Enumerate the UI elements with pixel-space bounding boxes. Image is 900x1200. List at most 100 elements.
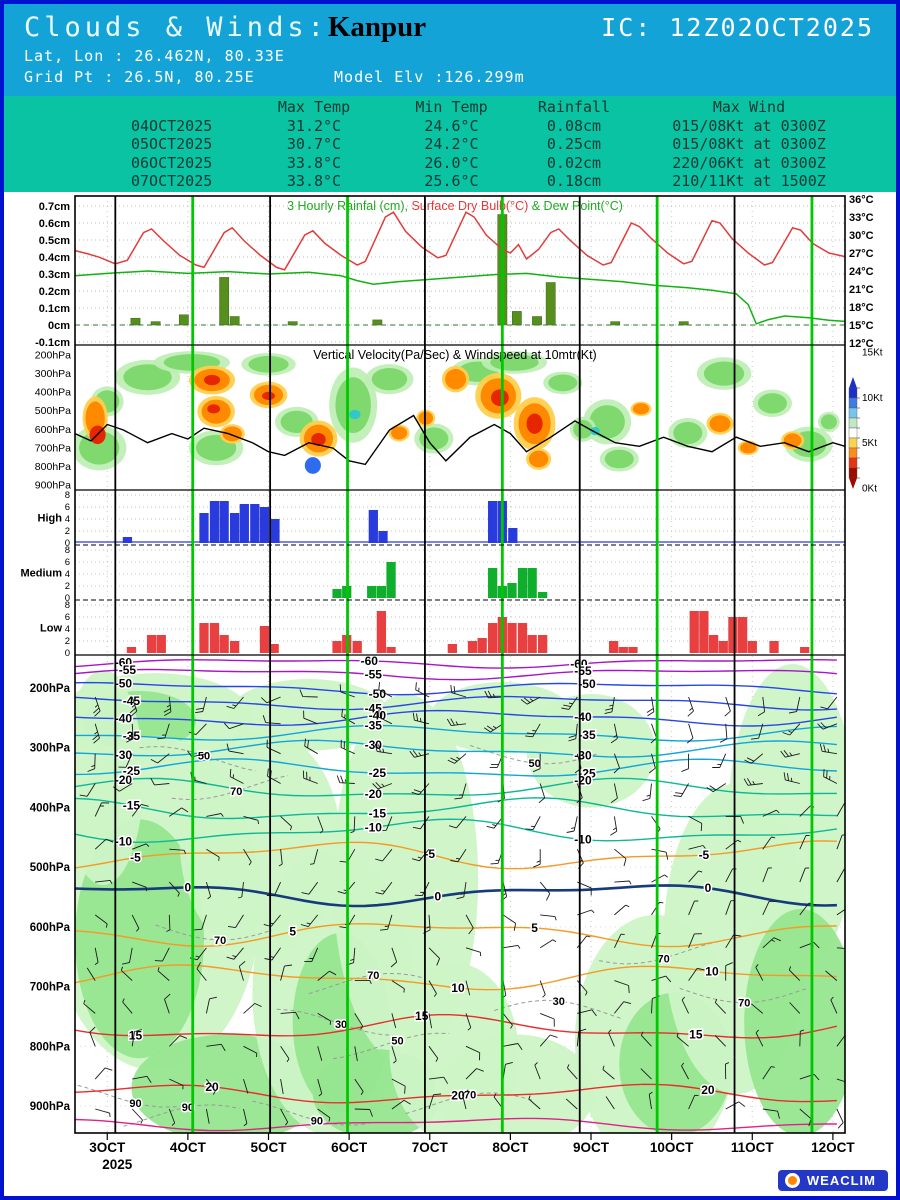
svg-text:900hPa: 900hPa	[30, 1101, 71, 1113]
svg-text:800hPa: 800hPa	[30, 1041, 71, 1053]
svg-text:-55: -55	[574, 664, 592, 678]
svg-text:6: 6	[65, 612, 70, 623]
summary-cell: 25.6°C	[424, 172, 479, 190]
svg-text:21°C: 21°C	[849, 284, 874, 296]
svg-text:50: 50	[528, 758, 540, 770]
svg-text:-50: -50	[369, 687, 387, 701]
svg-text:2: 2	[65, 581, 70, 592]
panel-vertical-velocity: 200hPa 300hPa 400hPa 500hPa 600hPa 700hPa 800h…	[35, 348, 883, 495]
svg-text:0.6cm: 0.6cm	[39, 218, 70, 230]
svg-text:300hPa: 300hPa	[30, 743, 71, 755]
svg-text:500hPa: 500hPa	[30, 862, 71, 874]
svg-text:0.7cm: 0.7cm	[39, 201, 70, 213]
svg-text:0.2cm: 0.2cm	[39, 286, 70, 298]
svg-text:2: 2	[65, 636, 70, 647]
svg-text:4: 4	[65, 569, 70, 580]
summary-cell: 220/06Kt at 0300Z	[672, 153, 826, 172]
svg-text:0: 0	[705, 881, 712, 895]
svg-text:8: 8	[65, 600, 70, 611]
svg-text:70: 70	[367, 970, 379, 982]
svg-text:0: 0	[434, 890, 441, 904]
svg-text:-40: -40	[574, 710, 592, 724]
svg-text:-50: -50	[578, 677, 596, 691]
svg-text:-15: -15	[123, 798, 141, 812]
svg-text:-40: -40	[115, 712, 133, 726]
forecast-summary-table: Max Temp Min Temp Rainfall Max Wind 04OCT202…	[4, 96, 896, 192]
svg-text:-35: -35	[578, 728, 596, 742]
svg-text:4: 4	[65, 624, 70, 635]
svg-text:11OCT: 11OCT	[731, 1140, 775, 1155]
svg-text:0: 0	[65, 593, 70, 604]
svg-text:5OCT: 5OCT	[251, 1140, 288, 1155]
svg-text:8OCT: 8OCT	[492, 1140, 529, 1155]
svg-text:8: 8	[65, 490, 70, 501]
page-title: Clouds & Winds:Kanpur	[24, 11, 426, 44]
day-marker-lines	[114, 196, 814, 1133]
logo-dot-icon	[787, 1176, 797, 1185]
gridpt-row: Grid Pt : 26.5N, 80.25E Model Elv :126.2…	[4, 65, 896, 86]
svg-text:0: 0	[185, 880, 192, 894]
svg-text:70: 70	[230, 786, 242, 798]
svg-text:-60: -60	[115, 656, 133, 670]
svg-text:-30: -30	[574, 748, 592, 762]
summary-column-header: Rainfall	[537, 98, 611, 116]
svg-text:300hPa: 300hPa	[35, 368, 71, 380]
svg-text:6: 6	[65, 557, 70, 568]
summary-cell: 210/11Kt at 1500Z	[672, 172, 826, 190]
svg-text:-10: -10	[574, 833, 592, 847]
svg-text:50: 50	[391, 1036, 403, 1048]
svg-text:High: High	[38, 513, 63, 525]
summary-cell: 33.8°C	[286, 172, 342, 190]
svg-text:5Kt: 5Kt	[862, 438, 877, 449]
svg-text:0: 0	[65, 538, 70, 549]
svg-text:90: 90	[129, 1098, 141, 1110]
svg-text:15: 15	[129, 1029, 143, 1043]
svg-text:0.3cm: 0.3cm	[39, 269, 70, 281]
summary-cell: 05OCT2025	[131, 135, 213, 153]
init-condition: IC: 12Z02OCT2025	[601, 13, 874, 42]
svg-text:15: 15	[689, 1028, 703, 1042]
svg-text:0.4cm: 0.4cm	[39, 252, 70, 264]
svg-text:30: 30	[335, 1019, 347, 1031]
summary-cell: 0.02cm	[546, 153, 602, 172]
svg-text:700hPa: 700hPa	[35, 442, 71, 454]
svg-text:0.5cm: 0.5cm	[39, 235, 70, 247]
svg-text:0: 0	[65, 648, 70, 659]
svg-text:700hPa: 700hPa	[30, 982, 71, 994]
svg-text:-10: -10	[115, 835, 133, 849]
svg-text:-20: -20	[574, 774, 592, 788]
svg-text:400hPa: 400hPa	[35, 387, 71, 399]
svg-text:600hPa: 600hPa	[35, 424, 71, 436]
svg-text:12°C: 12°C	[849, 338, 874, 350]
svg-text:-5: -5	[130, 851, 141, 865]
upper-air-contours	[75, 658, 838, 1132]
svg-text:10: 10	[705, 964, 719, 978]
vv-colorbar	[848, 377, 860, 489]
svg-text:-60: -60	[361, 654, 379, 668]
station-name: Kanpur	[327, 11, 427, 43]
title-row: Clouds & Winds:Kanpur IC: 12Z02OCT2025	[4, 11, 896, 44]
svg-text:-50: -50	[115, 676, 133, 690]
logo-ring-icon	[784, 1173, 800, 1188]
svg-text:18°C: 18°C	[849, 302, 874, 314]
svg-text:12OCT: 12OCT	[811, 1140, 855, 1155]
svg-text:6OCT: 6OCT	[331, 1140, 368, 1155]
svg-text:500hPa: 500hPa	[35, 405, 71, 417]
svg-text:-30: -30	[365, 738, 383, 752]
header: Clouds & Winds:Kanpur IC: 12Z02OCT2025 L…	[4, 4, 896, 96]
svg-text:15°C: 15°C	[849, 320, 874, 332]
svg-text:5: 5	[531, 921, 538, 935]
svg-text:-35: -35	[365, 718, 383, 732]
summary-row: 05OCT2025 30.7°C 24.2°C 0.25cm 015/08Kt at 0…	[4, 135, 896, 154]
svg-text:-55: -55	[119, 663, 137, 677]
svg-text:10Kt: 10Kt	[862, 393, 883, 404]
svg-text:600hPa: 600hPa	[30, 922, 71, 934]
summary-cell: 30.7°C	[286, 135, 342, 153]
svg-text:Low: Low	[40, 623, 62, 635]
svg-text:30: 30	[553, 996, 565, 1008]
model-elv-text: Model Elv :126.299m	[334, 68, 525, 86]
svg-text:20: 20	[451, 1088, 465, 1102]
vv-blobs	[75, 351, 840, 474]
